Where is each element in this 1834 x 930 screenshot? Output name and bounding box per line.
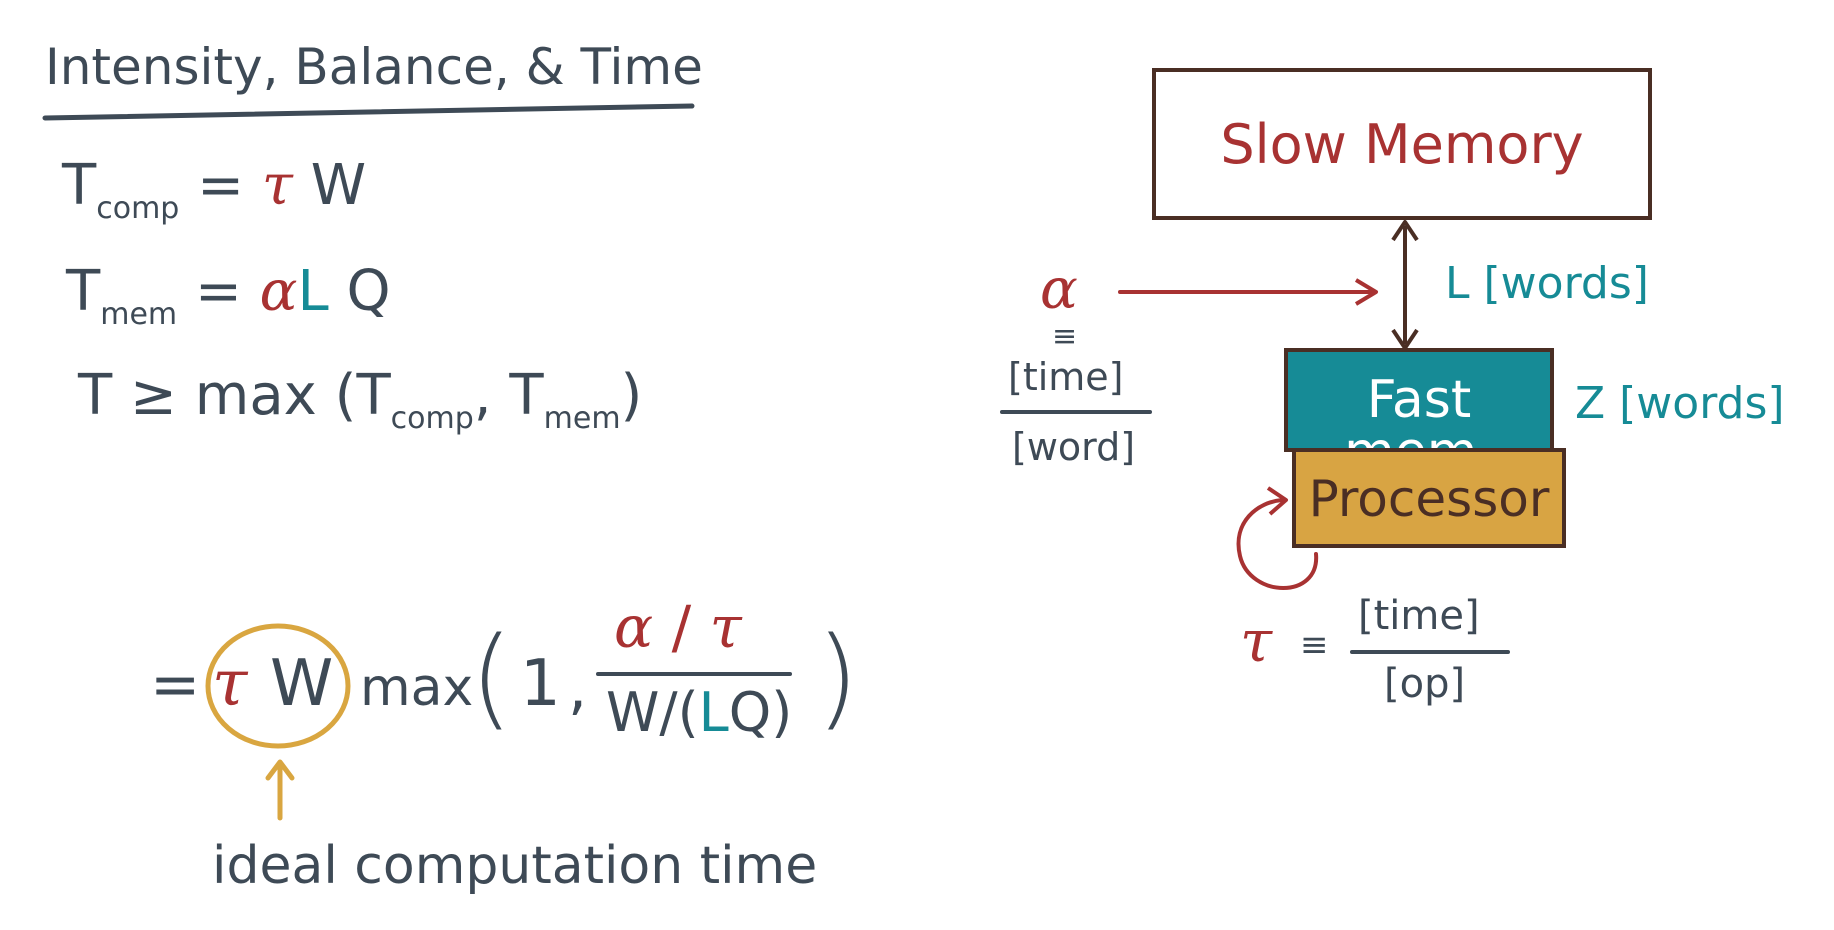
page-title: Intensity, Balance, & Time xyxy=(45,38,703,96)
ideal-time-circle xyxy=(205,623,351,749)
eq-comp: Tcomp = τ W xyxy=(62,158,366,224)
slow-memory-label: Slow Memory xyxy=(1220,113,1584,176)
tau-numerator: [time] xyxy=(1358,593,1480,639)
processor-box: Processor xyxy=(1292,448,1566,548)
eq-expand-den-L: L xyxy=(698,681,729,744)
alpha-arrow xyxy=(1118,278,1378,306)
eq-expand-max: max xyxy=(360,658,474,718)
eq-comp-sub: comp xyxy=(96,191,180,226)
alpha-symbol: α xyxy=(1040,257,1078,322)
ideal-time-arrow xyxy=(265,759,295,821)
bandwidth-words-label: L [words] xyxy=(1445,258,1649,309)
alpha-equiv: ≡ xyxy=(1052,319,1078,354)
eq-comp-tau: τ xyxy=(261,153,293,218)
eq-expand-den-Q: Q xyxy=(728,681,772,744)
eq-expand-comma: , xyxy=(568,653,588,723)
eq-bound-max: max xyxy=(194,363,317,428)
eq-expand-tau: τ xyxy=(212,647,248,721)
memory-link-arrow xyxy=(1391,220,1419,350)
eq-expand-W: W xyxy=(270,647,334,721)
eq-mem-sub: mem xyxy=(100,297,178,332)
fast-memory-box: Fast mem. xyxy=(1284,348,1554,478)
eq-bound-T: T xyxy=(78,363,113,428)
alpha-numerator: [time] xyxy=(1008,355,1124,399)
eq-mem-Q: Q xyxy=(346,259,391,324)
eq-expand-numerator: α / τ xyxy=(614,598,742,656)
tau-equiv: ≡ xyxy=(1300,625,1329,665)
eq-bound-comma: , xyxy=(473,363,492,428)
eq-expand-tau2: τ xyxy=(709,593,742,661)
eq-expand-alpha: α xyxy=(614,593,654,661)
tau-symbol: τ xyxy=(1240,607,1273,675)
eq-bound-T1: T xyxy=(356,363,391,428)
eq-bound-rparen: ) xyxy=(620,363,643,428)
eq-mem-L: L xyxy=(297,259,329,324)
alpha-denominator: [word] xyxy=(1012,425,1136,469)
slow-memory-box: Slow Memory xyxy=(1152,68,1652,220)
eq-bound: T ≥ max (Tcomp, Tmem) xyxy=(78,368,642,434)
eq-mem-T: T xyxy=(66,259,101,324)
eq-comp-T: T xyxy=(62,153,97,218)
eq-expand-eq: = xyxy=(150,650,201,720)
eq-expand-den-post: ) xyxy=(771,681,793,744)
eq-mem-eq: = xyxy=(194,259,242,324)
eq-comp-W: W xyxy=(310,153,367,218)
eq-bound-geq: ≥ xyxy=(130,363,177,428)
eq-bound-sub1: comp xyxy=(390,401,474,436)
title-underline xyxy=(42,103,695,121)
eq-expand-den-pre: W/( xyxy=(606,681,699,744)
eq-expand-denominator: W/(LQ) xyxy=(606,686,792,740)
processor-loop-arrow xyxy=(1236,486,1319,590)
fast-memory-size-label: Z [words] xyxy=(1575,378,1785,429)
tau-denominator: [op] xyxy=(1384,661,1466,707)
ideal-time-label: ideal computation time xyxy=(212,836,818,896)
eq-mem: Tmem = αL Q xyxy=(66,264,391,330)
eq-comp-eq: = xyxy=(197,153,245,218)
processor-label: Processor xyxy=(1308,470,1550,528)
eq-bound-T2: T xyxy=(509,363,544,428)
eq-expand-rparen: ) xyxy=(816,613,859,741)
eq-expand-lparen: ( xyxy=(470,613,513,741)
eq-mem-alpha: α xyxy=(259,259,298,324)
eq-bound-lparen: ( xyxy=(334,363,357,428)
eq-bound-sub2: mem xyxy=(543,401,621,436)
eq-expand-slash: / xyxy=(671,593,692,661)
eq-expand-one: 1 xyxy=(520,647,561,721)
